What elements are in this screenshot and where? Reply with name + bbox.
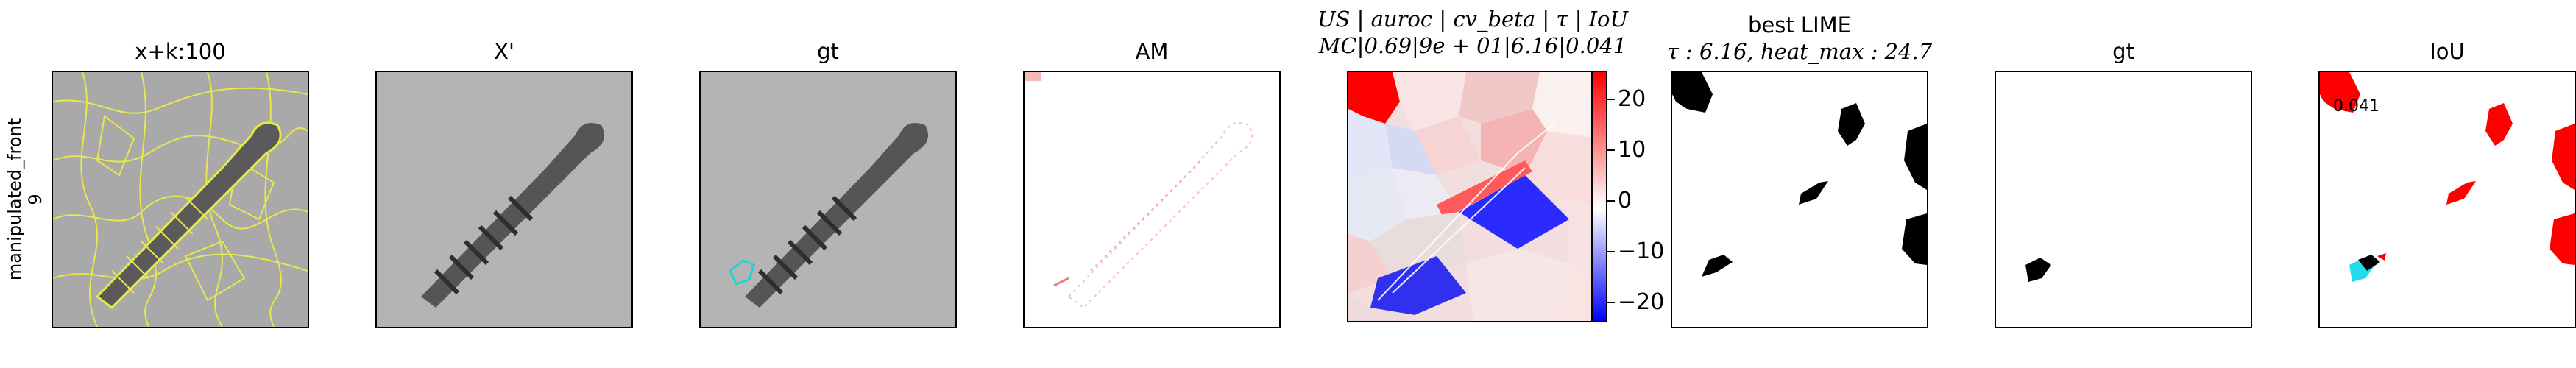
row-label-index: 9 xyxy=(25,194,46,205)
colorbar-tick-label: 0 xyxy=(1618,188,1632,213)
iou-value-label: 0.041 xyxy=(2333,97,2379,116)
panel-image-frame xyxy=(1347,71,1599,322)
colorbar-tick-label: −10 xyxy=(1618,238,1665,264)
panel-image-frame xyxy=(699,71,957,328)
panel-title: AM xyxy=(1135,39,1169,64)
colorbar-tick xyxy=(1607,149,1615,151)
panel-title: X' xyxy=(494,39,514,64)
colorbar xyxy=(1591,71,1607,322)
panel-ground-truth-overlay: gt xyxy=(699,39,957,328)
panel-image-frame xyxy=(52,71,309,328)
gt-mask-image xyxy=(1996,72,2251,327)
screw-image xyxy=(377,72,631,327)
panel-title: US | auroc | cv_beta | τ | IoU MC|0.69|9… xyxy=(1303,6,1643,59)
panel-best-lime: best LIME τ : 6.16, heat_max : 24.7 xyxy=(1667,13,1932,328)
panel-anomaly-map: AM xyxy=(1023,39,1281,328)
panel-title-line1: best LIME xyxy=(1747,13,1851,38)
colorbar-tick xyxy=(1607,251,1615,252)
panel-image-frame xyxy=(1995,71,2252,328)
gt-outline xyxy=(729,259,755,286)
panel-image-frame xyxy=(375,71,633,328)
colorbar-tick-label: 20 xyxy=(1618,86,1646,112)
row-label: manipulated_front 9 xyxy=(4,118,46,280)
colorbar-tick xyxy=(1607,302,1615,303)
anomaly-map-image xyxy=(1025,72,1279,327)
panel-input-image: X' xyxy=(375,39,633,328)
panel-image-frame xyxy=(1023,71,1281,328)
colorbar-tick xyxy=(1607,99,1615,100)
panel-ground-truth-mask: gt xyxy=(1995,39,2252,328)
panel-title: x+k:100 xyxy=(135,39,226,64)
panel-title-line1: US | auroc | cv_beta | τ | IoU xyxy=(1317,7,1628,32)
panel-title: best LIME τ : 6.16, heat_max : 24.7 xyxy=(1627,12,1972,65)
iou-image xyxy=(2320,72,2575,327)
row-label-name: manipulated_front xyxy=(4,118,25,281)
panel-title: gt xyxy=(2112,39,2134,64)
colorbar-tick-label: 10 xyxy=(1618,137,1646,163)
panel-title-line2: τ : 6.16, heat_max : 24.7 xyxy=(1666,39,1933,64)
panel-heatmap: US | auroc | cv_beta | τ | IoU MC|0.69|9… xyxy=(1317,7,1628,322)
panel-superpixels: x+k:100 xyxy=(52,39,309,328)
panel-title: IoU xyxy=(2430,39,2465,64)
panel-image-frame xyxy=(1671,71,1928,328)
colorbar-tick-label: −20 xyxy=(1618,289,1665,315)
lime-mask-image xyxy=(1672,72,1927,327)
panel-image-frame: 0.041 xyxy=(2318,71,2576,328)
colorbar-tick xyxy=(1607,200,1615,202)
superpixel-image xyxy=(53,72,308,327)
gt-overlay-image xyxy=(701,72,955,327)
panel-iou: IoU 0.041 xyxy=(2318,39,2576,328)
panel-title-line2: MC|0.69|9e + 01|6.16|0.041 xyxy=(1318,33,1627,58)
heatmap-image xyxy=(1348,72,1597,321)
panel-title: gt xyxy=(817,39,839,64)
